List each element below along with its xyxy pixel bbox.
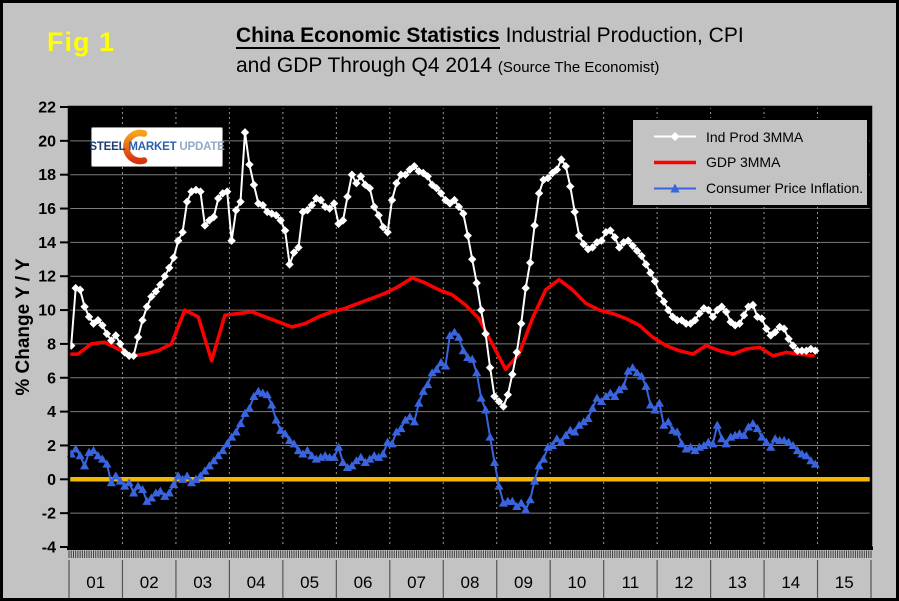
x-tick-label: 04 [247,573,266,592]
logo-word-steel: STEEL [89,141,126,153]
x-tick-label: 06 [354,573,373,592]
x-tick-label: 15 [835,573,854,592]
x-tick-label: 03 [193,573,212,592]
chart-title-source: (Source The Economist) [497,59,660,76]
logo-crescent-icon [123,129,148,165]
logo-word-market: MARKET [128,141,177,153]
x-tick-label: 01 [86,573,105,592]
legend-marker-line-icon [654,160,696,165]
legend-marker-diamond-icon [654,132,696,142]
y-tick-label: 2 [47,438,56,455]
steel-market-update-logo: STEEL MARKET UPDATE [89,127,225,167]
y-tick-label: 18 [38,167,56,184]
y-tick-label: 14 [38,235,56,252]
y-tick-label: 16 [38,201,56,218]
x-axis-minor-ticks [68,550,872,558]
legend: Ind Prod 3MMA GDP 3MMA Consumer Price In… [631,118,869,207]
y-tick-label: 22 [38,100,56,117]
series-ind-prod [67,128,820,411]
series-gdp [69,276,815,372]
x-axis-labels: 01 02 03 04 05 06 07 08 09 10 11 12 13 14 15 [68,560,872,598]
x-tick-label: 07 [407,573,426,592]
figure-label: Fig 1 [47,27,116,57]
chart-title-main: China Economic Statistics [236,24,500,49]
chart-title-line2: and GDP Through Q4 2014 [236,54,498,77]
x-tick-label: 09 [514,573,533,592]
y-tick-label: -4 [42,540,56,557]
legend-item-gdp: GDP 3MMA [653,154,867,170]
y-tick-label: 0 [47,472,56,489]
chart-title-rest: Industrial Production, CPI [499,24,744,47]
x-tick-label: 05 [300,573,319,592]
y-tick-label: 8 [47,336,56,353]
y-tick-label: -2 [42,506,56,523]
y-axis-title: % Change Y / Y [13,258,34,396]
x-tick-label: 14 [781,573,800,592]
y-tick-label: 10 [38,303,56,320]
x-tick-label: 10 [567,573,586,592]
logo-text: STEEL MARKET UPDATE [89,128,225,166]
chart-plot: 01 02 03 04 05 06 07 08 09 10 11 12 13 14 152220181614… [13,100,873,598]
x-tick-label: 02 [140,573,159,592]
legend-label: Ind Prod 3MMA [706,128,804,145]
series-cpi [66,327,820,514]
legend-item-ind-prod: Ind Prod 3MMA [653,129,867,145]
x-tick-label: 12 [674,573,693,592]
legend-marker-triangle-icon [654,183,696,193]
y-tick-label: 12 [38,269,56,286]
x-tick-label: 13 [728,573,747,592]
legend-item-cpi: Consumer Price Inflation. [653,180,867,196]
legend-label: Consumer Price Inflation. [706,180,864,197]
y-tick-label: 4 [47,404,56,421]
y-tick-label: 20 [38,133,56,150]
x-tick-label: 11 [622,573,640,592]
x-axis-line [67,546,873,550]
y-tick-label: 6 [47,370,56,387]
legend-label: GDP 3MMA [706,154,781,171]
chart-title: China Economic Statistics Industrial Pro… [236,21,856,83]
x-tick-label: 08 [461,573,480,592]
logo-word-update: UPDATE [179,141,225,153]
